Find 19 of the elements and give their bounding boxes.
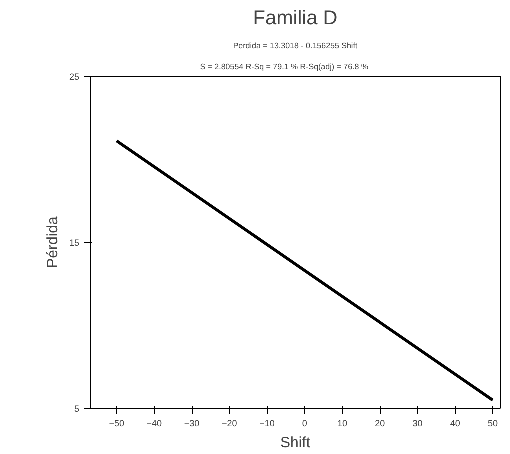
y-tick-label: 5 bbox=[74, 404, 80, 414]
x-tick-label: −30 bbox=[184, 418, 200, 428]
y-axis-title: Pérdida bbox=[44, 216, 62, 268]
chart-title: Familia D bbox=[253, 8, 338, 30]
y-tick-label: 15 bbox=[69, 238, 80, 248]
x-tick-label: −50 bbox=[109, 418, 124, 428]
y-tick-label: 25 bbox=[69, 72, 80, 82]
x-tick-label: 30 bbox=[412, 418, 423, 428]
x-tick-label: −10 bbox=[260, 418, 275, 428]
x-tick-label: 40 bbox=[450, 418, 460, 428]
x-tick-label: −40 bbox=[146, 418, 162, 428]
x-tick-label: 20 bbox=[375, 418, 386, 428]
x-tick-label: 50 bbox=[488, 418, 498, 428]
x-tick-label: 0 bbox=[302, 418, 308, 428]
x-axis-title: Shift bbox=[280, 434, 312, 452]
chart-subtitle: Perdida = 13.3018 - 0.156255 Shift bbox=[233, 42, 358, 50]
x-tick-label: 10 bbox=[338, 418, 348, 428]
text: S = 2.80554 R-Sq = 79.1 % R-Sq(adj) = 76.8 % bbox=[200, 62, 369, 72]
x-tick-label: −20 bbox=[222, 418, 238, 428]
